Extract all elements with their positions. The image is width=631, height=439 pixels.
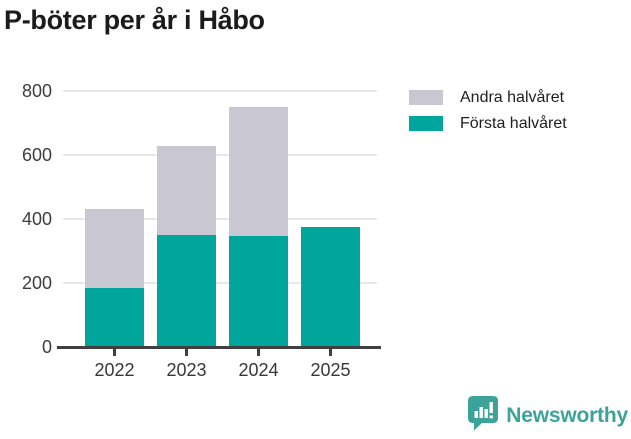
- bar-segment-2024-andra-halv-ret: [229, 107, 288, 236]
- gridline-400: [63, 218, 377, 220]
- bar-segment-2025-f-rsta-halv-ret: [301, 227, 360, 347]
- bar-segment-2023-andra-halv-ret: [157, 146, 216, 235]
- gridline-200: [63, 282, 377, 284]
- gridline-600: [63, 154, 377, 156]
- y-axis-tick-label-0: 0: [41, 337, 52, 357]
- plot-area: 0 200 400 600 800 2022 2023 2024 2025: [22, 81, 381, 380]
- gridline-800: [63, 90, 377, 92]
- x-axis-tick-2025: [329, 349, 332, 356]
- y-axis-tick-label-200: 200: [21, 273, 52, 293]
- legend-swatch-andra-halvaret: [409, 90, 443, 105]
- y-axis-tick-label-800: 800: [21, 81, 52, 101]
- newsworthy-wordmark: Newsworthy: [506, 404, 628, 427]
- x-axis-tick-2024: [257, 349, 260, 356]
- y-axis-tick-label-600: 600: [21, 145, 52, 165]
- bar-segment-2022-andra-halv-ret: [85, 209, 144, 289]
- x-axis-label-2024: 2024: [238, 360, 279, 380]
- legend-item-forsta-halvaret: Första halvåret: [409, 115, 567, 132]
- newsworthy-icon: [468, 396, 499, 436]
- bar-segment-2024-f-rsta-halv-ret: [229, 235, 288, 347]
- legend-swatch-forsta-halvaret: [409, 116, 443, 131]
- bar-segment-2022-f-rsta-halv-ret: [85, 288, 144, 347]
- legend-item-andra-halvaret: Andra halvåret: [409, 89, 567, 106]
- newsworthy-logo[interactable]: Newsworthy: [468, 396, 628, 436]
- x-axis-line: [57, 346, 381, 349]
- x-axis-label-2022: 2022: [94, 360, 135, 380]
- x-axis-tick-2022: [113, 349, 116, 356]
- legend: Andra halvåret Första halvåret: [409, 89, 567, 141]
- x-axis-label-2023: 2023: [166, 360, 207, 380]
- x-axis-tick-2023: [185, 349, 188, 356]
- legend-label-andra-halvaret: Andra halvåret: [460, 88, 565, 106]
- chart-title: P-böter per år i Håbo: [4, 5, 265, 35]
- bar-segment-2023-f-rsta-halv-ret: [157, 234, 216, 347]
- x-axis-label-2025: 2025: [310, 360, 351, 380]
- y-axis-tick-label-400: 400: [21, 209, 52, 229]
- legend-label-forsta-halvaret: Första halvåret: [460, 114, 567, 132]
